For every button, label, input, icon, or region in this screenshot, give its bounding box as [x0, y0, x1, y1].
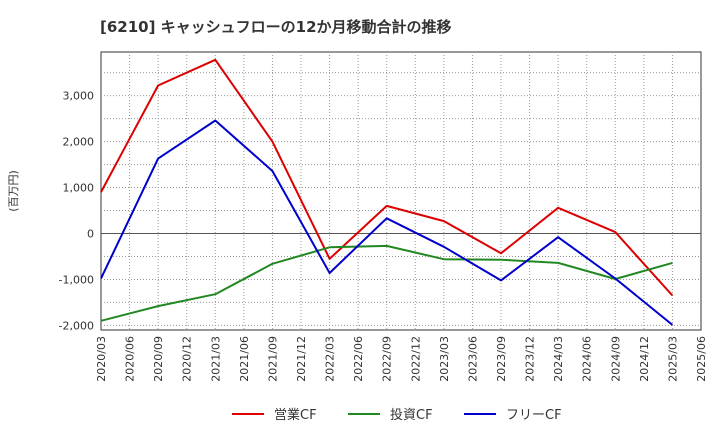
- x-tick-label: 2022/12: [409, 336, 422, 382]
- legend-label-1: 投資CF: [390, 407, 433, 423]
- legend-label-2: フリーCF: [506, 408, 562, 423]
- x-tick-label: 2020/06: [124, 336, 137, 382]
- chart-title: [6210] キャッシュフローの12か月移動合計の推移: [100, 18, 452, 36]
- series-line-2: [100, 119, 674, 326]
- x-tick-label: 2021/12: [295, 336, 308, 382]
- x-tick-label: 2020/03: [95, 336, 108, 382]
- y-axis-label: (百万円): [7, 170, 20, 212]
- x-axis-ticks: 2020/03 2020/06 2020/09 2020/12 2021/03 2021/…: [95, 336, 708, 382]
- series-lines: [100, 58, 674, 326]
- y-tick-label: 1,000: [63, 182, 95, 195]
- y-tick-label: 3,000: [63, 90, 95, 103]
- x-tick-label: 2023/12: [524, 336, 537, 382]
- series-line-0: [100, 58, 674, 297]
- legend: 営業CF 投資CF フリーCF: [232, 407, 562, 423]
- plot-frame: [100, 51, 702, 331]
- x-tick-label: 2023/09: [495, 336, 508, 382]
- x-tick-label: 2023/06: [466, 336, 479, 382]
- x-tick-label: 2025/03: [666, 336, 679, 382]
- y-tick-label: 0: [87, 228, 94, 241]
- x-tick-label: 2021/03: [209, 336, 222, 382]
- x-tick-label: 2020/09: [152, 336, 165, 382]
- x-tick-label: 2021/09: [266, 336, 279, 382]
- series-line-1: [100, 244, 673, 322]
- x-tick-label: 2022/09: [381, 336, 394, 382]
- x-tick-label: 2024/12: [638, 336, 651, 382]
- x-tick-label: 2024/09: [609, 336, 622, 382]
- y-tick-label: 2,000: [63, 136, 95, 149]
- y-axis-ticks: 3,000 2,000 1,000 0 -1,000 -2,000: [59, 90, 94, 333]
- legend-label-0: 営業CF: [274, 407, 317, 423]
- y-tick-label: -2,000: [59, 319, 94, 332]
- x-tick-label: 2021/06: [238, 336, 251, 382]
- grid-lines: [101, 52, 701, 330]
- x-tick-label: 2022/03: [324, 336, 337, 382]
- x-tick-label: 2023/03: [438, 336, 451, 382]
- y-tick-label: -1,000: [59, 273, 94, 286]
- x-tick-label: 2024/06: [581, 336, 594, 382]
- x-tick-label: 2022/06: [352, 336, 365, 382]
- x-tick-label: 2024/03: [552, 336, 565, 382]
- x-tick-label: 2020/12: [181, 336, 194, 382]
- x-tick-label: 2025/06: [695, 336, 708, 382]
